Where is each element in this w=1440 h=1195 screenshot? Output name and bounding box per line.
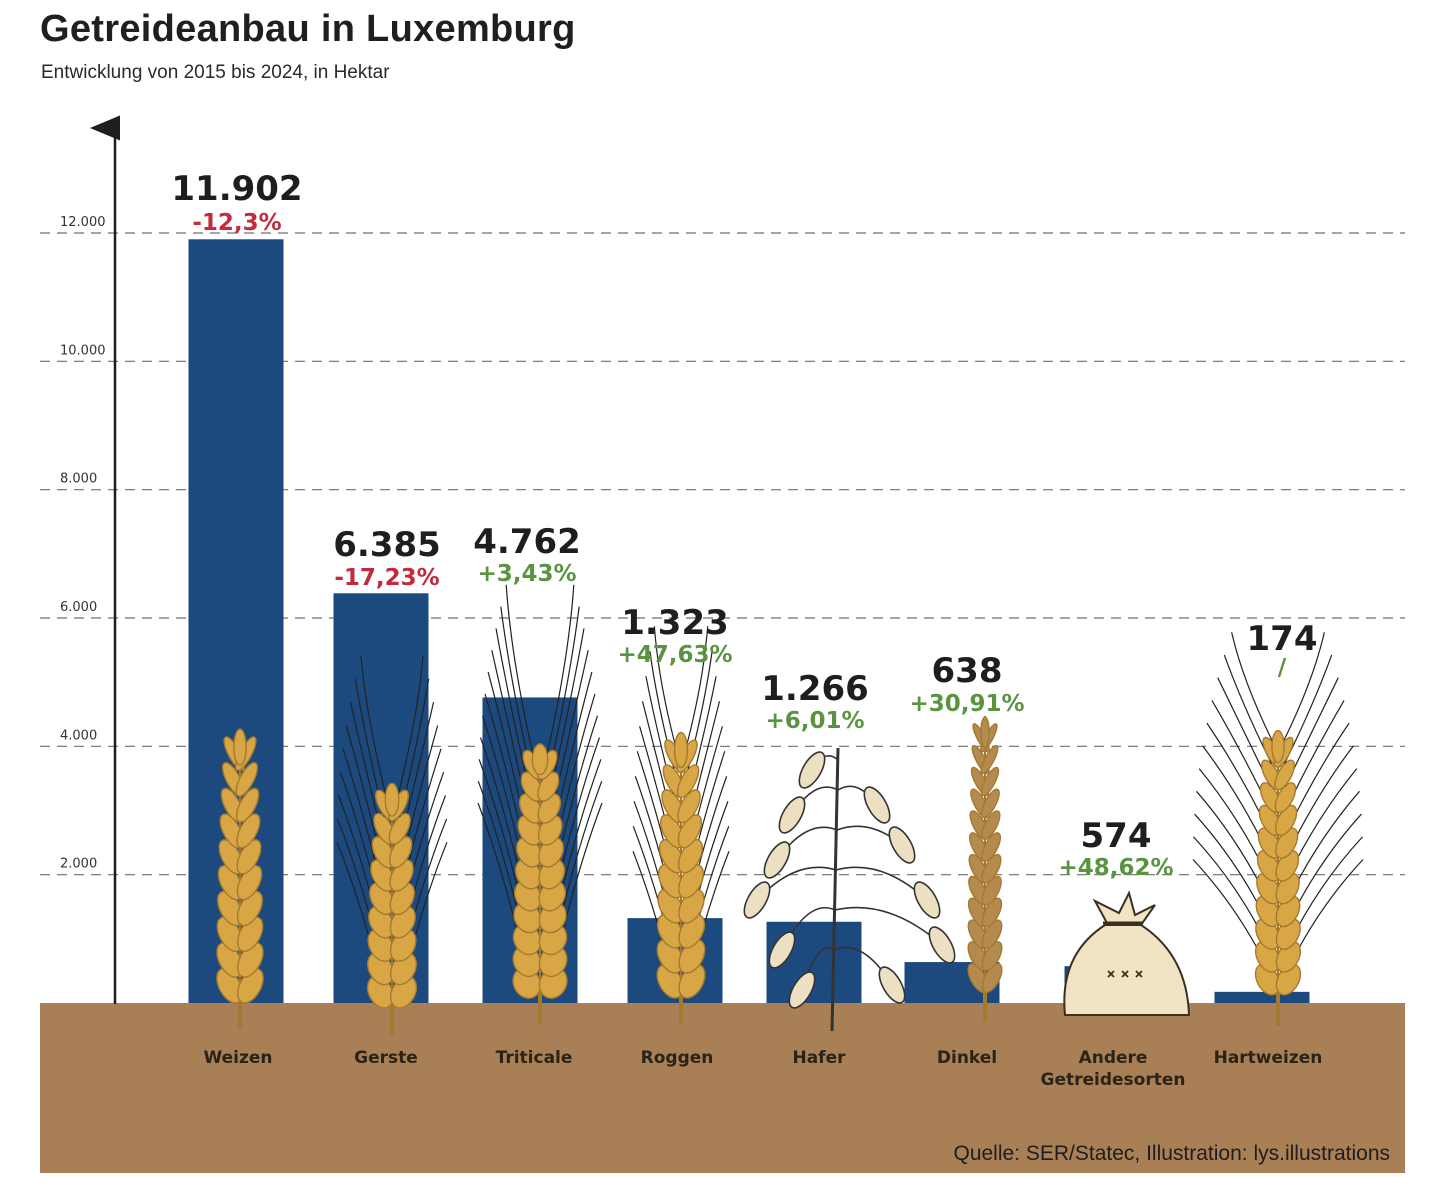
category-label: Triticale — [496, 1048, 573, 1068]
y-tick-label: 8.000 — [60, 472, 97, 487]
chart-subtitle: Entwicklung von 2015 bis 2024, in Hektar — [41, 62, 390, 83]
change-label: -12,3% — [192, 210, 281, 236]
y-tick-label: 12.000 — [60, 215, 106, 230]
category-label: Andere Getreidesorten — [1041, 1048, 1186, 1090]
bar-hartweizen — [1214, 991, 1310, 1003]
triticale-ear-icon — [477, 584, 603, 1025]
illustrations — [216, 584, 1364, 1035]
labels: 2.0004.0006.0008.00010.00012.00011.902-1… — [60, 169, 1322, 1090]
spelt-ear-icon — [967, 716, 1003, 1022]
category-label: Weizen — [203, 1048, 272, 1068]
rye-ear-icon — [632, 626, 730, 1025]
change-label: +47,63% — [617, 642, 732, 668]
ground-area — [40, 1003, 1405, 1173]
value-label: 1.266 — [761, 669, 869, 709]
change-label: -17,23% — [334, 565, 439, 591]
y-tick-label: 6.000 — [60, 600, 97, 615]
change-label: +6,01% — [765, 708, 864, 734]
barley-ear-icon — [336, 655, 448, 1035]
value-label: 638 — [932, 651, 1003, 691]
bars — [188, 239, 1310, 1003]
y-tick-label: 4.000 — [60, 728, 97, 743]
value-label: 11.902 — [171, 169, 302, 209]
wheat-ear-icon — [216, 728, 264, 1030]
change-label: +48,62% — [1058, 855, 1173, 881]
source-note: Quelle: SER/Statec, Illustration: lys.il… — [953, 1142, 1390, 1165]
value-label: 1.323 — [621, 603, 729, 643]
chart-title: Getreideanbau in Luxemburg — [40, 8, 576, 50]
y-tick-label: 2.000 — [60, 857, 97, 872]
y-tick-label: 10.000 — [60, 343, 106, 358]
value-label: 6.385 — [333, 525, 441, 565]
category-label: Hafer — [792, 1048, 846, 1068]
change-label: +3,43% — [477, 561, 576, 587]
durum-wheat-ear-icon — [1192, 632, 1364, 1026]
oat-plant-icon — [743, 747, 956, 1032]
category-label: Hartweizen — [1214, 1048, 1323, 1068]
change-label: / — [1278, 655, 1287, 681]
value-label: 174 — [1247, 619, 1318, 659]
change-label: +30,91% — [909, 691, 1024, 717]
value-label: 4.762 — [473, 522, 581, 562]
category-label: Dinkel — [937, 1048, 997, 1068]
value-label: 574 — [1081, 816, 1152, 856]
grain-sack-icon — [1063, 890, 1191, 1016]
category-label: Gerste — [354, 1048, 418, 1068]
category-label: Roggen — [641, 1048, 714, 1068]
